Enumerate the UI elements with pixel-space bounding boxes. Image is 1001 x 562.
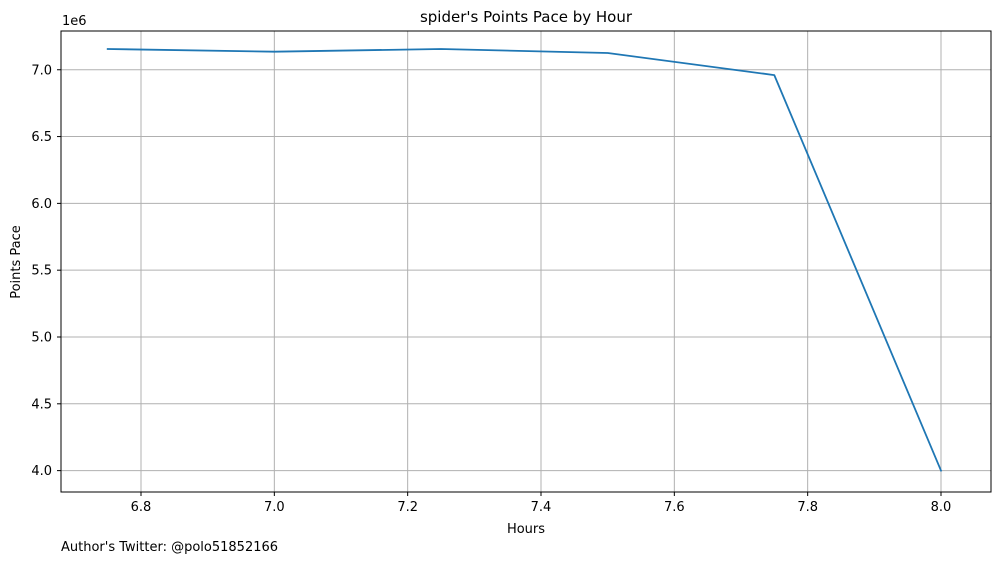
x-tick-label: 7.0: [264, 500, 285, 515]
plot-frame: [60, 30, 992, 493]
series-layer: [106, 48, 943, 472]
y-scale-multiplier: 1e6: [62, 14, 87, 29]
x-axis-label: Hours: [507, 522, 545, 537]
y-tick-label: 6.0: [31, 197, 52, 212]
y-tick-label: 5.5: [31, 264, 52, 279]
y-axis-label: Points Pace: [9, 225, 24, 299]
tick-labels: 6.8 7.0 7.2 7.4 7.6 7.8 8.0 4.0 4.5 5.0 5.5 6.0 6.5 7…: [31, 63, 951, 515]
author-footnote: Author's Twitter: @polo51852166: [61, 540, 278, 555]
tick-marks: [57, 69, 942, 496]
x-tick-label: 6.8: [131, 500, 152, 515]
x-tick-label: 7.8: [797, 500, 818, 515]
x-tick-label: 7.2: [397, 500, 418, 515]
y-tick-label: 6.5: [31, 130, 52, 145]
y-tick-label: 4.5: [31, 397, 52, 412]
x-tick-label: 7.6: [664, 500, 685, 515]
y-tick-label: 4.0: [31, 464, 52, 479]
grid-lines: [61, 31, 991, 492]
y-tick-label: 7.0: [31, 63, 52, 78]
chart-title: spider's Points Pace by Hour: [420, 8, 633, 26]
x-tick-label: 7.4: [531, 500, 552, 515]
x-tick-label: 8.0: [931, 500, 952, 515]
y-tick-label: 5.0: [31, 330, 52, 345]
series-line-0: [106, 48, 943, 472]
